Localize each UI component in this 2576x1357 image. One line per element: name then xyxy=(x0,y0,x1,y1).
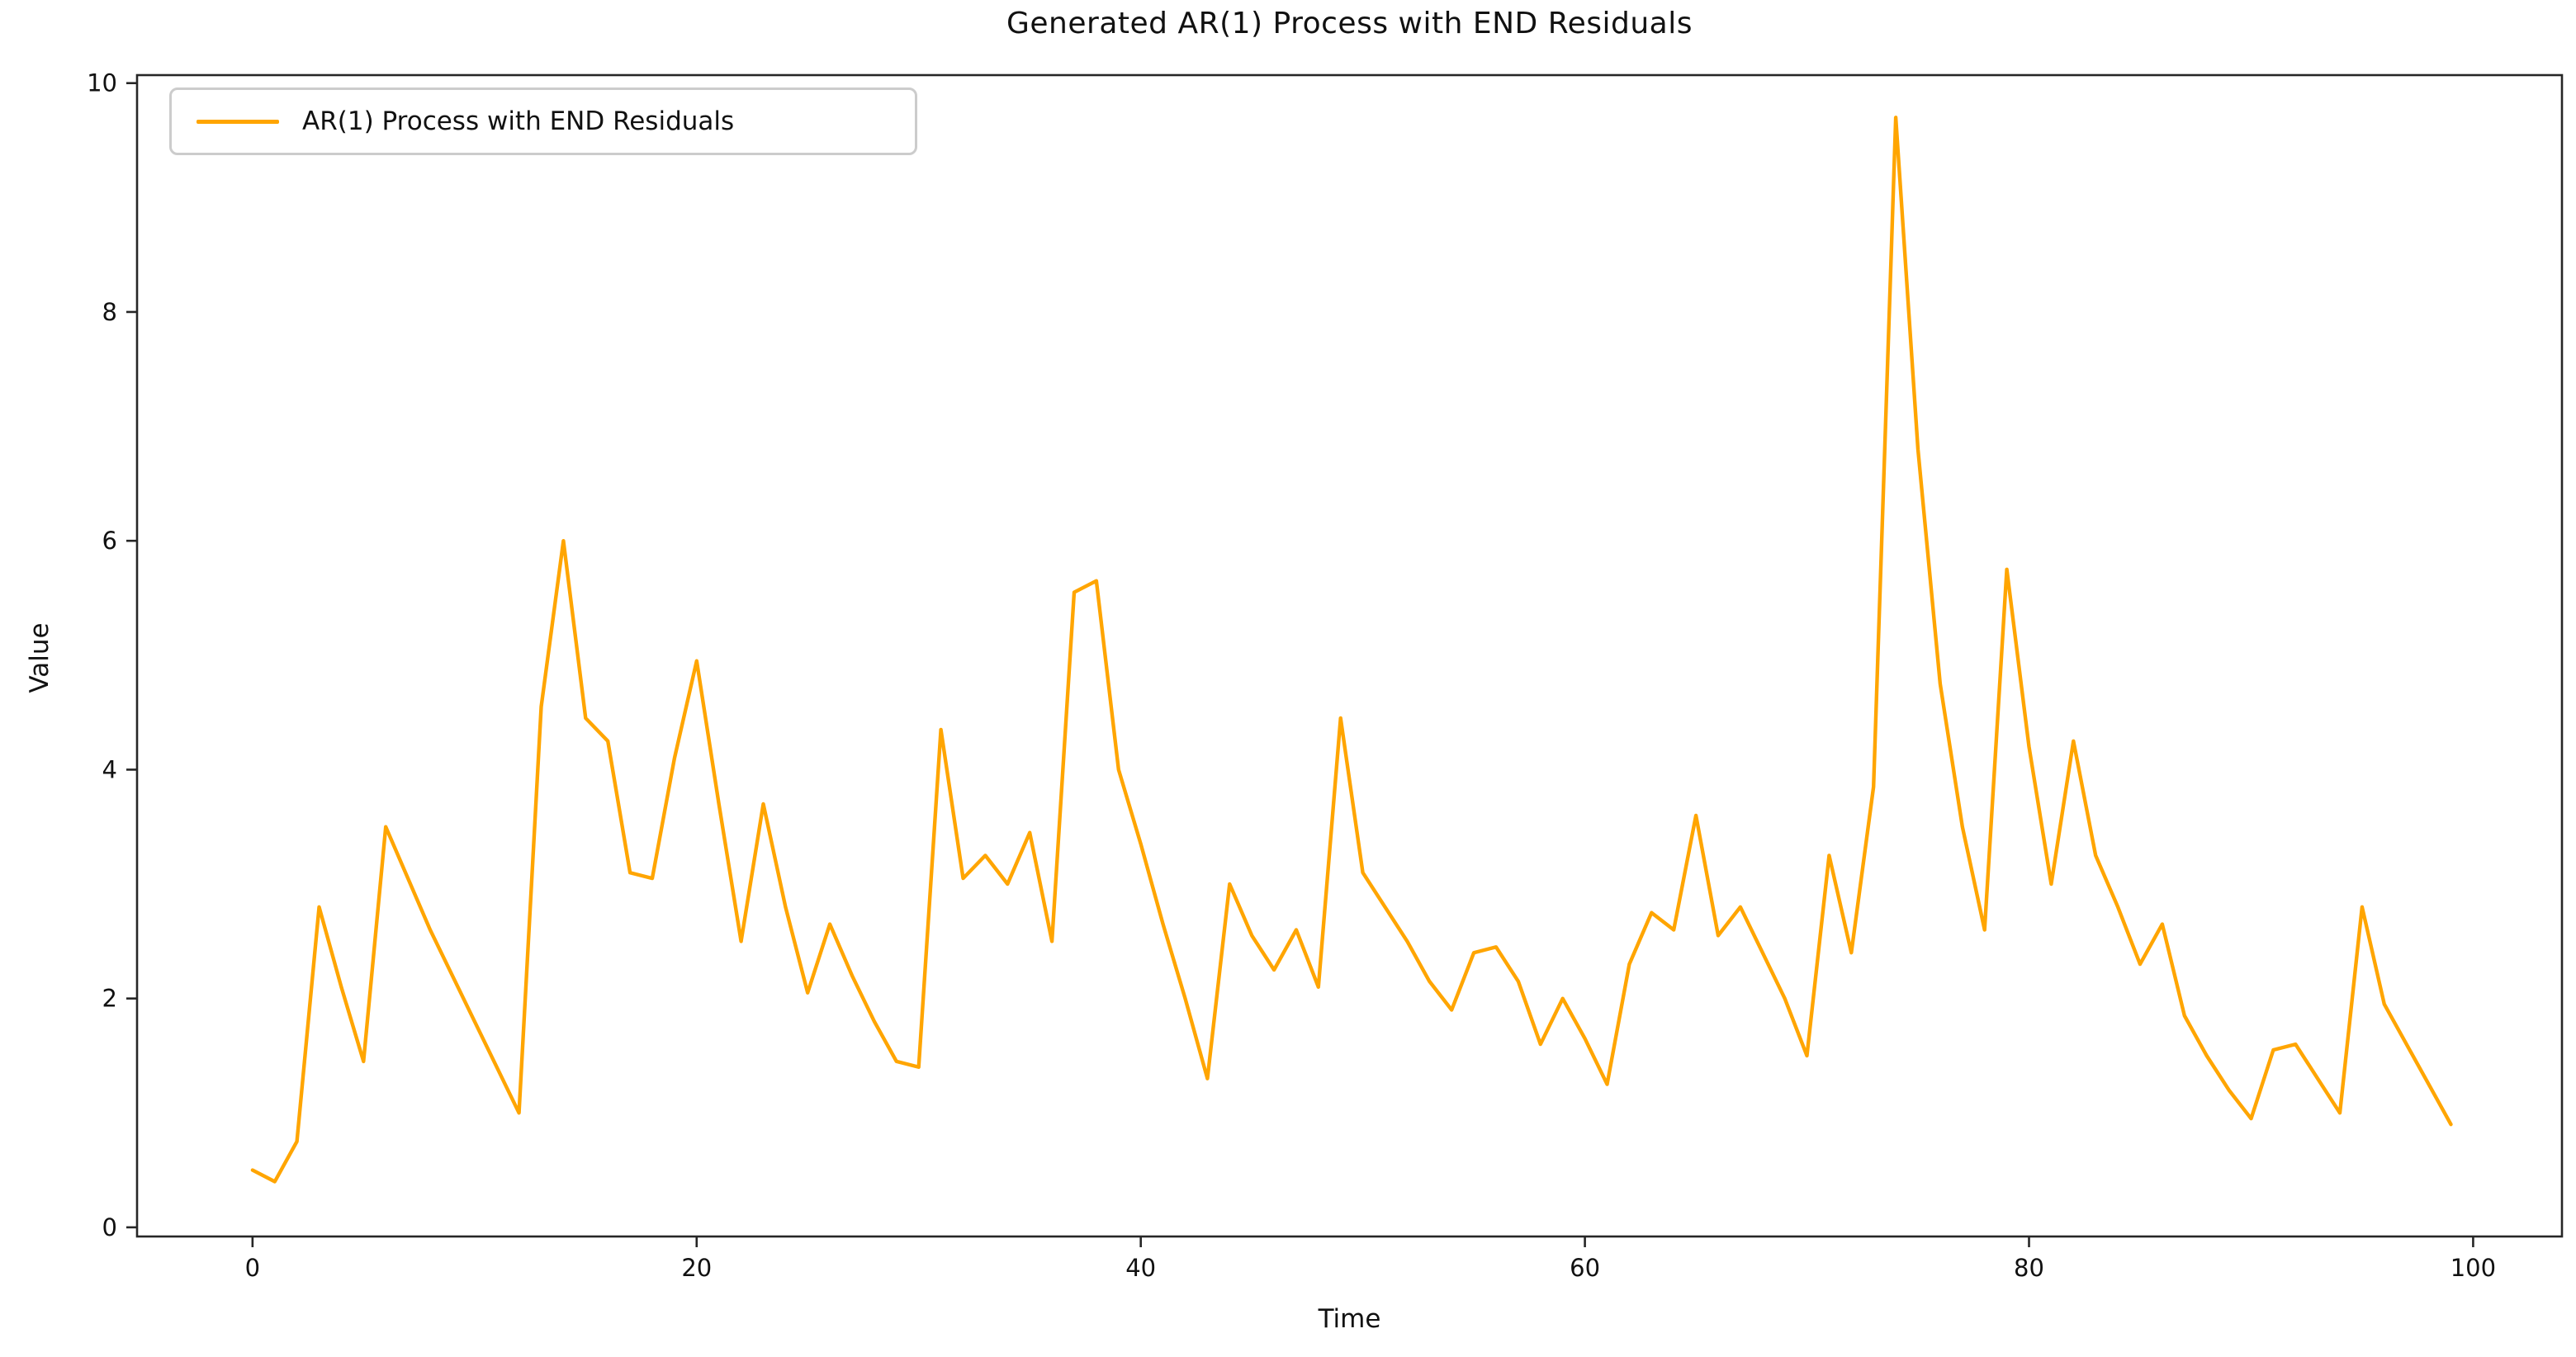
y-tick-label: 2 xyxy=(102,985,117,1013)
chart-title: Generated AR(1) Process with END Residua… xyxy=(1006,7,1693,40)
data-line xyxy=(250,116,2453,1184)
y-tick-label: 8 xyxy=(102,298,117,326)
legend: AR(1) Process with END Residuals xyxy=(169,87,917,155)
legend-label: AR(1) Process with END Residuals xyxy=(302,106,735,136)
y-tick-label: 10 xyxy=(87,69,117,97)
axes-frame xyxy=(135,73,2564,1238)
y-axis-label: Value xyxy=(25,622,54,693)
x-tick-label: 40 xyxy=(1125,1254,1156,1282)
x-tick-label: 60 xyxy=(1570,1254,1600,1282)
x-tick-label: 20 xyxy=(681,1254,712,1282)
x-axis-label: Time xyxy=(1318,1304,1381,1334)
x-tick-label: 0 xyxy=(245,1254,260,1282)
x-tick-label: 100 xyxy=(2451,1254,2496,1282)
y-tick-label: 0 xyxy=(102,1213,117,1241)
x-tick-label: 80 xyxy=(2014,1254,2044,1282)
y-tick-label: 4 xyxy=(102,755,117,783)
y-tick-label: 6 xyxy=(102,527,117,555)
legend-line-swatch xyxy=(197,119,279,124)
